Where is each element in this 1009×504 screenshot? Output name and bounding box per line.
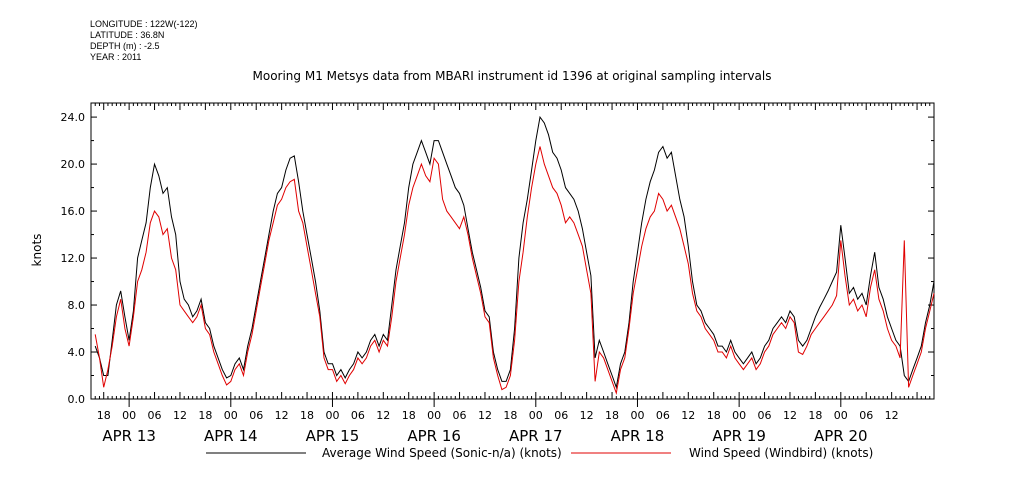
x-date-label: APR 18 [611,427,665,445]
x-hour-label: 18 [300,409,314,422]
x-hour-label: 06 [453,409,467,422]
x-date-label: APR 20 [814,427,868,445]
longitude-label: LONGITUDE : 122W(-122) [90,19,198,29]
x-hour-label: 00 [834,409,848,422]
x-hour-label: 12 [580,409,594,422]
x-hour-label: 06 [656,409,670,422]
y-tick-label: 8.0 [68,299,86,312]
x-hour-label: 18 [503,409,517,422]
x-hour-label: 00 [224,409,238,422]
chart-title: Mooring M1 Metsys data from MBARI instru… [253,69,772,83]
x-hour-label: 00 [122,409,136,422]
y-tick-label: 16.0 [61,205,86,218]
x-hour-label: 06 [351,409,365,422]
x-hour-label: 00 [325,409,339,422]
x-hour-label: 18 [198,409,212,422]
x-date-label: APR 19 [712,427,766,445]
x-hour-label: 06 [554,409,568,422]
x-date-label: APR 13 [102,427,156,445]
x-hour-label: 12 [478,409,492,422]
x-hour-label: 12 [681,409,695,422]
x-hour-label: 18 [605,409,619,422]
depth-label: DEPTH (m) : -2.5 [90,41,160,51]
y-tick-label: 12.0 [61,252,86,265]
y-tick-label: 0.0 [68,393,86,406]
x-date-label: APR 14 [204,427,258,445]
x-hour-label: 12 [783,409,797,422]
latitude-label: LATITUDE : 36.8N [90,30,165,40]
legend-label-1: Average Wind Speed (Sonic-n/a) (knots) [322,446,562,460]
y-axis-label: knots [30,234,44,267]
x-hour-label: 12 [885,409,899,422]
x-hour-label: 06 [859,409,873,422]
x-hour-label: 18 [707,409,721,422]
series-line-2 [94,146,935,396]
x-hour-label: 00 [529,409,543,422]
x-hour-label: 12 [275,409,289,422]
x-hour-label: 00 [630,409,644,422]
x-date-label: APR 15 [306,427,360,445]
x-hour-label: 00 [427,409,441,422]
y-tick-label: 20.0 [61,158,86,171]
x-hour-label: 06 [249,409,263,422]
x-hour-label: 12 [376,409,390,422]
x-hour-label: 18 [402,409,416,422]
plot-frame [90,102,935,400]
x-date-label: APR 16 [407,427,461,445]
x-hour-label: 12 [173,409,187,422]
year-label: YEAR : 2011 [90,52,142,62]
x-hour-label: 06 [758,409,772,422]
y-tick-label: 4.0 [68,346,86,359]
series-line-1 [94,115,935,390]
x-hour-label: 18 [97,409,111,422]
x-hour-label: 18 [808,409,822,422]
x-hour-label: 06 [148,409,162,422]
y-tick-label: 24.0 [61,111,86,124]
legend-label-2: Wind Speed (Windbird) (knots) [689,446,873,460]
x-hour-label: 00 [732,409,746,422]
x-date-label: APR 17 [509,427,563,445]
